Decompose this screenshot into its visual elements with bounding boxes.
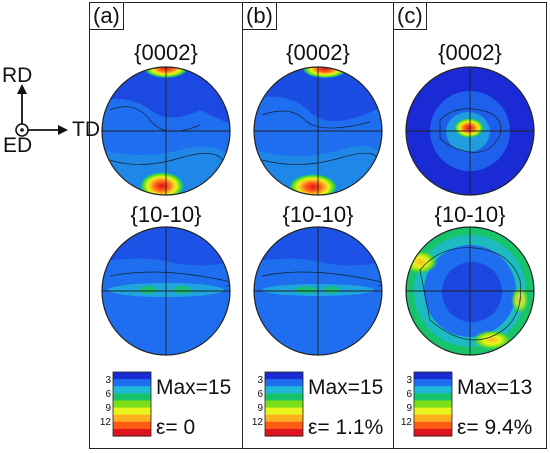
panel-c-tick-12: 12	[400, 417, 412, 428]
panel-c-colorbar-step	[414, 414, 452, 423]
panel-a-colorbar-step	[113, 428, 151, 437]
panel-b-colorbar-step	[265, 407, 303, 416]
panel-c-strain-label: ε= 9.4%	[457, 416, 533, 439]
panel-c-colorbar-step	[414, 379, 452, 387]
panel-b-tick-3: 3	[257, 375, 263, 386]
panel-b-basal-title: {0002}	[286, 40, 350, 65]
panel-a-max-label: Max=15	[156, 376, 232, 399]
panel-a-basal-title: {0002}	[134, 40, 198, 65]
panel-b-colorbar-step	[265, 386, 303, 394]
rd-label: RD	[2, 64, 33, 87]
panel-c-tick-9: 9	[406, 403, 412, 414]
panel-c-tick-3: 3	[406, 375, 412, 386]
axes-icon	[15, 84, 68, 137]
panel-a-colorbar-step	[113, 421, 151, 430]
panel-a-colorbar-step	[113, 393, 151, 402]
panel-b-colorbar-step	[265, 414, 303, 423]
panel-c-tick-6: 6	[406, 389, 412, 400]
panel-b-tag: (b)	[242, 2, 277, 30]
panel-c-tag: (c)	[393, 2, 427, 30]
panel-a-colorbar-step	[113, 386, 151, 394]
panel-b-colorbar-step	[265, 428, 303, 437]
panel-b-colorbar-step	[265, 379, 303, 387]
panel-c-prism-title: {10-10}	[434, 202, 506, 227]
panel-c-basal-title: {0002}	[438, 40, 502, 65]
panel-b-colorbar-step	[265, 372, 303, 380]
panel-b-colorbar-step	[265, 421, 303, 430]
td-label: TD	[72, 118, 100, 141]
ed-label: ED	[3, 134, 33, 157]
panel-c-colorbar-step	[414, 421, 452, 430]
panel-a-prism-title: {10-10}	[130, 202, 202, 227]
panel-a-strain-label: ε= 0	[156, 416, 196, 439]
panel-a-colorbar-step	[113, 400, 151, 409]
panel-c-colorbar-step	[414, 400, 452, 409]
panel-b-colorbar-frame	[264, 371, 304, 437]
panel-b-prism-title: {10-10}	[282, 202, 354, 227]
panel-c-colorbar-step	[414, 372, 452, 380]
panel-b-tick-12: 12	[251, 417, 263, 428]
panel-a-colorbar-step	[113, 414, 151, 423]
panel-a-tick-6: 6	[105, 389, 111, 400]
panel-a-colorbar-step	[113, 379, 151, 387]
panel-b-colorbar-step	[265, 400, 303, 409]
panel-a-tick-3: 3	[105, 375, 111, 386]
panel-a-colorbar-step	[113, 372, 151, 380]
panel-a-tick-9: 9	[105, 403, 111, 414]
panel-b-colorbar-step	[265, 393, 303, 402]
panel-c-colorbar-step	[414, 428, 452, 437]
panel-c-colorbar-step	[414, 407, 452, 416]
panel-c-colorbar-frame	[413, 371, 453, 437]
panel-c-frame	[393, 2, 547, 449]
panel-c-colorbar-step	[414, 393, 452, 402]
panel-a-colorbar-step	[113, 407, 151, 416]
panel-b-strain-label: ε= 1.1%	[308, 416, 384, 439]
panel-b-max-label: Max=15	[308, 376, 384, 399]
panel-c-max-label: Max=13	[457, 376, 533, 399]
panel-a-colorbar-frame	[112, 371, 152, 437]
panel-a-tag: (a)	[89, 2, 124, 30]
panel-b-tick-6: 6	[257, 389, 263, 400]
panel-a-tick-12: 12	[99, 417, 111, 428]
panel-c-colorbar-step	[414, 386, 452, 394]
panel-b-tick-9: 9	[257, 403, 263, 414]
